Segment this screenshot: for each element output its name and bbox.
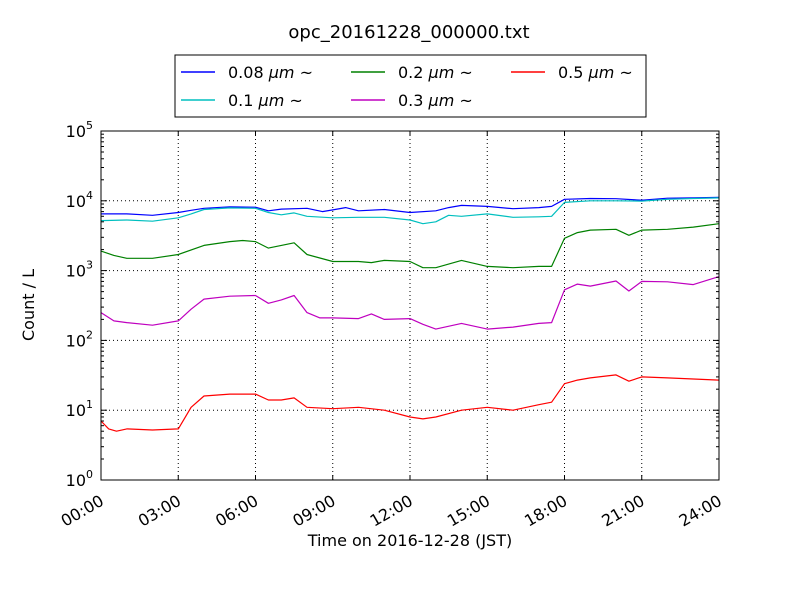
x-tick-label: 24:00 bbox=[676, 491, 725, 531]
y-axis-label: Count / L bbox=[19, 269, 38, 341]
legend-item: 0.5 μm ~ bbox=[511, 63, 633, 82]
legend-box bbox=[174, 54, 647, 118]
y-tick-label: 101 bbox=[66, 398, 93, 420]
x-tick-label: 18:00 bbox=[521, 491, 570, 531]
x-tick-label: 09:00 bbox=[289, 491, 338, 531]
legend: 0.08 μm ~ 0.1 μm ~ 0.2 μm ~ 0.3 μm ~ 0.5 μm … bbox=[174, 54, 647, 118]
x-axis-label: Time on 2016-12-28 (JST) bbox=[307, 531, 512, 550]
y-tick-label: 102 bbox=[66, 328, 93, 350]
legend-item: 0.08 μm ~ bbox=[181, 63, 313, 82]
legend-label: 0.08 μm ~ bbox=[228, 63, 313, 82]
legend-item: 0.3 μm ~ bbox=[351, 91, 473, 110]
chart-title: opc_20161228_000000.txt bbox=[288, 22, 529, 43]
x-tick-label: 15:00 bbox=[444, 491, 493, 531]
series-line-1 bbox=[100, 197, 720, 225]
y-tick-label: 104 bbox=[66, 189, 93, 211]
x-tick-label: 06:00 bbox=[212, 491, 261, 531]
legend-label: 0.1 μm ~ bbox=[228, 91, 303, 110]
x-tick-label: 00:00 bbox=[58, 491, 107, 531]
y-tick-label: 100 bbox=[66, 468, 93, 490]
x-tick-label: 12:00 bbox=[367, 491, 416, 531]
plot-frame bbox=[100, 130, 720, 481]
legend-label: 0.3 μm ~ bbox=[398, 91, 473, 110]
legend-item: 0.1 μm ~ bbox=[181, 91, 303, 110]
series-line-0 bbox=[101, 196, 720, 216]
legend-label: 0.2 μm ~ bbox=[398, 63, 473, 82]
grid bbox=[101, 131, 719, 480]
y-tick-label: 105 bbox=[66, 119, 93, 141]
series-lines bbox=[100, 196, 720, 432]
legend-label: 0.5 μm ~ bbox=[558, 63, 633, 82]
series-line-2 bbox=[100, 223, 720, 269]
x-tick-label: 21:00 bbox=[598, 491, 647, 531]
y-tick-label: 103 bbox=[66, 259, 93, 281]
series-line-4 bbox=[100, 374, 720, 432]
series-line-3 bbox=[100, 276, 720, 330]
legend-item: 0.2 μm ~ bbox=[351, 63, 473, 82]
x-tick-label: 03:00 bbox=[135, 491, 184, 531]
